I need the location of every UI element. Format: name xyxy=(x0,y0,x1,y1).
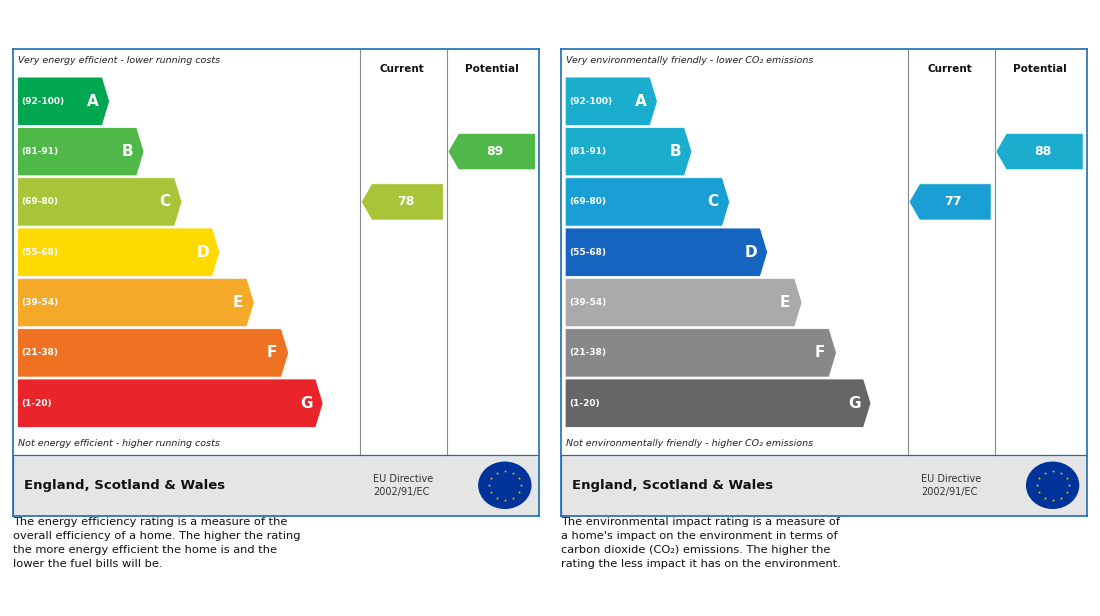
Text: Potential: Potential xyxy=(1013,63,1066,74)
Polygon shape xyxy=(565,278,802,326)
Text: (81-91): (81-91) xyxy=(21,147,58,156)
FancyBboxPatch shape xyxy=(561,455,1087,516)
Text: (92-100): (92-100) xyxy=(569,97,612,106)
Polygon shape xyxy=(18,379,323,428)
Text: Potential: Potential xyxy=(465,63,518,74)
Polygon shape xyxy=(18,128,144,176)
Polygon shape xyxy=(361,184,443,220)
Text: 78: 78 xyxy=(397,195,414,208)
Text: F: F xyxy=(814,346,825,360)
Text: D: D xyxy=(197,245,209,260)
Polygon shape xyxy=(996,134,1084,170)
Text: D: D xyxy=(745,245,757,260)
Text: E: E xyxy=(780,295,791,310)
Text: Environmental Impact (CO₂) Rating: Environmental Impact (CO₂) Rating xyxy=(569,19,912,37)
Text: Not environmentally friendly - higher CO₂ emissions: Not environmentally friendly - higher CO… xyxy=(566,439,813,448)
Text: (1-20): (1-20) xyxy=(21,399,52,408)
Text: E: E xyxy=(232,295,243,310)
Polygon shape xyxy=(18,278,254,326)
Text: The energy efficiency rating is a measure of the
overall efficiency of a home. T: The energy efficiency rating is a measur… xyxy=(13,517,300,569)
Text: 77: 77 xyxy=(945,195,962,208)
Polygon shape xyxy=(565,379,871,428)
Text: Very environmentally friendly - lower CO₂ emissions: Very environmentally friendly - lower CO… xyxy=(566,56,814,65)
Text: (21-38): (21-38) xyxy=(21,349,58,357)
Text: C: C xyxy=(160,195,170,209)
Circle shape xyxy=(478,462,531,508)
Polygon shape xyxy=(909,184,991,220)
Text: EU Directive
2002/91/EC: EU Directive 2002/91/EC xyxy=(373,474,433,497)
Text: C: C xyxy=(707,195,718,209)
Polygon shape xyxy=(18,228,220,277)
Text: F: F xyxy=(266,346,277,360)
Text: (69-80): (69-80) xyxy=(21,197,58,206)
Text: (39-54): (39-54) xyxy=(21,298,58,307)
Polygon shape xyxy=(18,329,288,377)
Text: (39-54): (39-54) xyxy=(569,298,606,307)
Text: (55-68): (55-68) xyxy=(21,248,58,257)
Text: (21-38): (21-38) xyxy=(569,349,606,357)
Text: Not energy efficient - higher running costs: Not energy efficient - higher running co… xyxy=(19,439,220,448)
Text: A: A xyxy=(87,94,99,109)
Text: G: G xyxy=(848,395,860,411)
Circle shape xyxy=(1026,462,1079,508)
Polygon shape xyxy=(18,77,110,126)
Text: (81-91): (81-91) xyxy=(569,147,606,156)
Text: England, Scotland & Wales: England, Scotland & Wales xyxy=(572,479,772,492)
Text: Very energy efficient - lower running costs: Very energy efficient - lower running co… xyxy=(19,56,221,65)
FancyBboxPatch shape xyxy=(13,455,539,516)
Text: EU Directive
2002/91/EC: EU Directive 2002/91/EC xyxy=(921,474,981,497)
Polygon shape xyxy=(448,134,536,170)
Polygon shape xyxy=(565,228,768,277)
Text: The environmental impact rating is a measure of
a home's impact on the environme: The environmental impact rating is a mea… xyxy=(561,517,840,569)
Text: Energy Efficiency Rating: Energy Efficiency Rating xyxy=(21,19,261,37)
Text: Current: Current xyxy=(379,63,425,74)
Polygon shape xyxy=(565,77,658,126)
Text: (92-100): (92-100) xyxy=(21,97,64,106)
Text: England, Scotland & Wales: England, Scotland & Wales xyxy=(24,479,224,492)
Text: 88: 88 xyxy=(1034,145,1052,158)
Text: G: G xyxy=(300,395,312,411)
Text: 89: 89 xyxy=(486,145,504,158)
Text: Current: Current xyxy=(927,63,972,74)
Polygon shape xyxy=(18,177,182,226)
Text: B: B xyxy=(121,144,133,159)
Polygon shape xyxy=(565,329,836,377)
Polygon shape xyxy=(565,128,692,176)
Text: (55-68): (55-68) xyxy=(569,248,606,257)
Text: A: A xyxy=(635,94,647,109)
Text: (1-20): (1-20) xyxy=(569,399,600,408)
Polygon shape xyxy=(565,177,729,226)
Text: (69-80): (69-80) xyxy=(569,197,606,206)
Text: B: B xyxy=(669,144,681,159)
